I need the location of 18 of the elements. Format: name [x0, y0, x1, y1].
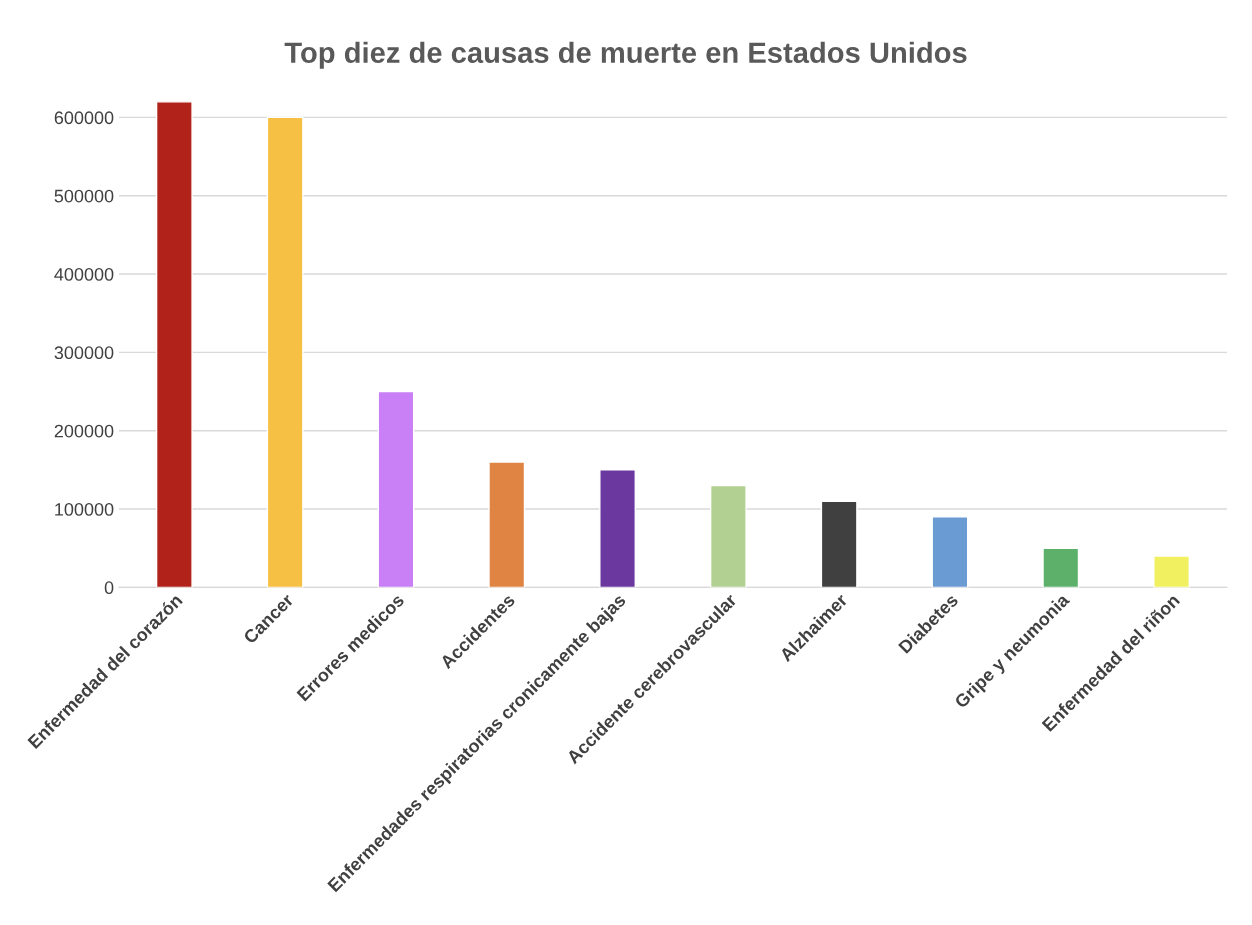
bar: [1042, 547, 1080, 588]
bar: [709, 484, 747, 588]
bar: [488, 461, 526, 588]
bar: [377, 390, 415, 588]
y-tick-label: 100000: [55, 502, 114, 516]
y-tick-label: 500000: [54, 189, 114, 203]
bar: [155, 101, 193, 588]
y-tick-label: 300000: [54, 346, 114, 360]
y-tick-label: 600000: [54, 111, 114, 125]
bar: [931, 516, 969, 588]
y-tick-label: 400000: [54, 268, 114, 281]
bar: [1153, 555, 1190, 588]
chart-title: Top diez de causas de muerte en Estados Unidos: [284, 41, 967, 69]
bar: [820, 500, 858, 588]
bar: [266, 116, 304, 588]
y-tick-label: 0: [104, 581, 114, 595]
bar: [599, 469, 636, 588]
y-tick-label: 200000: [54, 424, 114, 438]
